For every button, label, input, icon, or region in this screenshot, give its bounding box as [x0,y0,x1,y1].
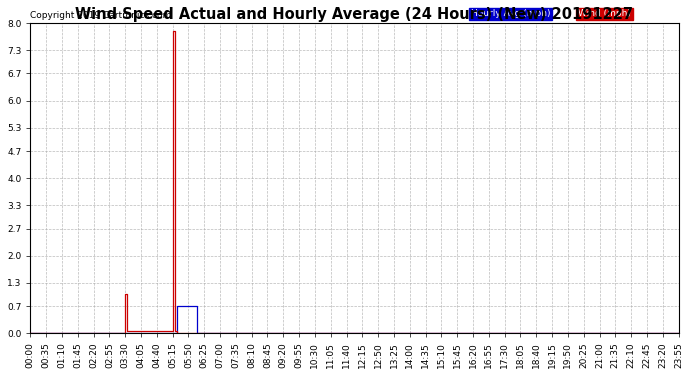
Text: Copyright 2019 Cartronics.com: Copyright 2019 Cartronics.com [30,11,172,20]
Text: Hourly Avg (mph): Hourly Avg (mph) [471,9,551,18]
Text: Wind (mph): Wind (mph) [578,9,631,18]
Title: Wind Speed Actual and Hourly Average (24 Hours) (New) 20191227: Wind Speed Actual and Hourly Average (24… [75,7,633,22]
